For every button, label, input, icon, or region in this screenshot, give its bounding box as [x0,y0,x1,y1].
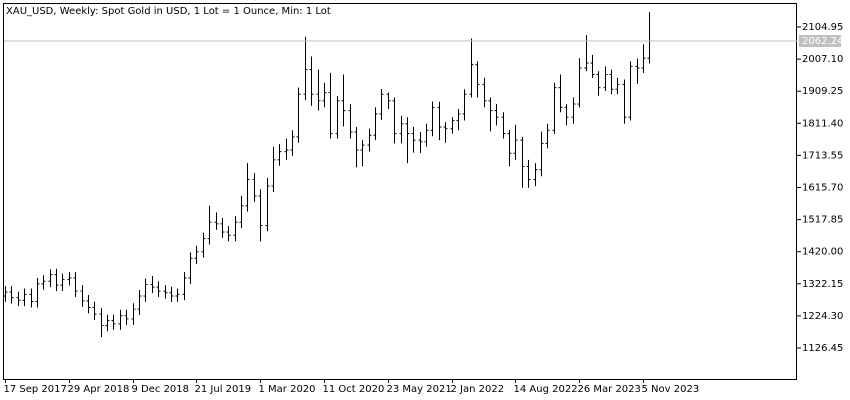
y-tick-label: 1126.45 [802,343,843,354]
last-price-box [799,34,841,47]
chart-title: XAU_USD, Weekly: Spot Gold in USD, 1 Lot… [6,6,331,17]
y-tick-label: 1224.30 [802,311,843,322]
x-tick-label: 26 Mar 2023 [578,384,641,395]
y-tick-label: 1811.40 [802,118,843,129]
y-tick-label: 1615.70 [802,182,843,193]
x-tick-label: 11 Oct 2020 [323,384,385,395]
x-tick-label: 1 Mar 2020 [259,384,316,395]
y-tick-label: 1909.25 [802,86,843,97]
x-tick-label: 23 May 2021 [387,384,452,395]
x-tick-label: 17 Sep 2017 [4,384,67,395]
x-tick-label: 5 Nov 2023 [642,384,700,395]
x-tick-label: 14 Aug 2022 [514,384,578,395]
x-tick-label: 21 Jul 2019 [195,384,252,395]
x-tick-label: 29 Apr 2018 [68,384,130,395]
y-tick-label: 1322.15 [802,279,843,290]
x-tick-label: 9 Dec 2018 [132,384,190,395]
y-tick-label: 1420.00 [802,247,843,258]
last-price-label: 2062.24 [802,36,843,47]
plot-frame [3,3,797,380]
y-tick-label: 2007.10 [802,54,843,65]
x-tick-label: 2 Jan 2022 [451,384,505,395]
y-tick-label: 1517.85 [802,215,843,226]
y-tick-label: 2104.95 [802,22,843,33]
y-tick-label: 1713.55 [802,150,843,161]
